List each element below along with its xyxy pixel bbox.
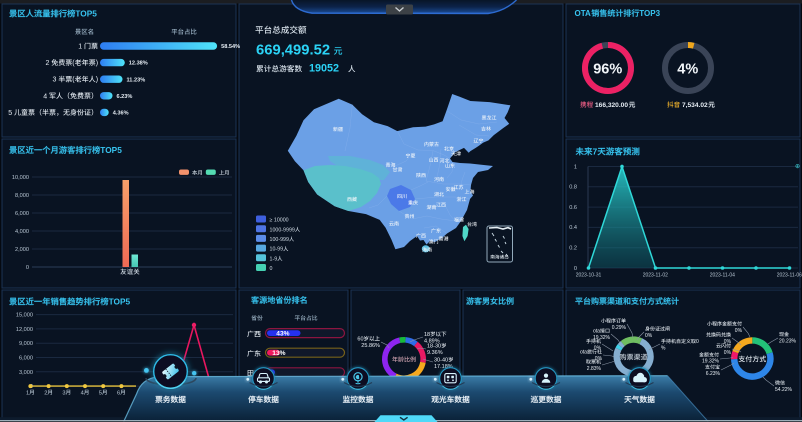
svg-text:0.29%: 0.29%	[612, 325, 627, 331]
svg-text:58.54%: 58.54%	[221, 44, 240, 50]
svg-text:0%: 0%	[645, 333, 653, 339]
svg-text:25.86%: 25.86%	[361, 343, 380, 349]
svg-text:(: (	[72, 60, 75, 67]
svg-text:4: 4	[81, 390, 84, 396]
svg-text:4%: 4%	[677, 62, 698, 78]
svg-text:1-9: 1-9	[270, 256, 278, 262]
svg-text:18: 18	[424, 332, 430, 338]
svg-text:17.18%: 17.18%	[434, 364, 453, 370]
svg-text:2,000: 2,000	[15, 247, 29, 253]
svg-text:0: 0	[696, 339, 699, 345]
svg-text:13%: 13%	[272, 350, 285, 357]
svg-text:0.6: 0.6	[569, 205, 577, 211]
svg-text:0%: 0%	[735, 328, 743, 334]
svg-text:2023-10-31: 2023-10-31	[576, 273, 602, 279]
svg-text:4: 4	[43, 93, 47, 100]
svg-text:11.23%: 11.23%	[127, 77, 146, 83]
svg-text:2023-11-06: 2023-11-06	[777, 273, 802, 279]
svg-text:3: 3	[62, 390, 65, 396]
svg-text:2.83%: 2.83%	[587, 366, 602, 372]
svg-text:12,000: 12,000	[16, 327, 33, 333]
svg-text:3: 3	[53, 77, 57, 84]
svg-text:9,000: 9,000	[19, 341, 33, 347]
svg-text:6.23%: 6.23%	[117, 94, 133, 100]
svg-text:7,534.02: 7,534.02	[682, 102, 708, 109]
svg-text:43%: 43%	[276, 331, 289, 338]
svg-text:100-999: 100-999	[270, 237, 289, 243]
svg-text:0: 0	[574, 266, 577, 272]
svg-text:0: 0	[26, 265, 29, 271]
svg-text:0%: 0%	[724, 350, 732, 356]
svg-text:19052: 19052	[309, 63, 339, 75]
svg-text:2: 2	[46, 60, 50, 67]
svg-text:2023-11-02: 2023-11-02	[643, 273, 668, 279]
svg-text:9.36%: 9.36%	[427, 350, 443, 356]
svg-text:0%: 0%	[595, 356, 603, 362]
svg-text:6.23%: 6.23%	[706, 371, 721, 377]
svg-text:19.32%: 19.32%	[702, 359, 720, 365]
svg-text:30-40: 30-40	[434, 358, 448, 364]
svg-text:2023-11-04: 2023-11-04	[710, 273, 735, 279]
svg-text:1: 1	[26, 390, 29, 396]
svg-text:⊕: ⊕	[795, 164, 800, 170]
svg-text:0: 0	[270, 266, 273, 272]
svg-text:TOP5: TOP5	[75, 9, 97, 19]
svg-text:12.38%: 12.38%	[129, 61, 148, 67]
svg-text:60: 60	[357, 337, 363, 343]
svg-text:): )	[96, 60, 98, 67]
svg-text:2: 2	[44, 390, 47, 396]
svg-text:0%: 0%	[724, 339, 732, 345]
svg-text:≥ 10000: ≥ 10000	[270, 218, 289, 224]
svg-text:5: 5	[99, 390, 102, 396]
svg-text:4,000: 4,000	[15, 229, 29, 235]
svg-text:6,000: 6,000	[15, 211, 29, 217]
svg-text:(: (	[72, 77, 75, 84]
svg-text:5: 5	[8, 110, 12, 117]
svg-text:1: 1	[574, 164, 577, 170]
svg-text:20.23%: 20.23%	[779, 339, 797, 345]
svg-text:10-99: 10-99	[270, 247, 284, 253]
svg-text:6: 6	[117, 390, 120, 396]
svg-text:TOP5: TOP5	[109, 297, 131, 307]
svg-text:96%: 96%	[593, 62, 622, 78]
svg-text:19.32%: 19.32%	[593, 335, 611, 341]
svg-text:): )	[96, 77, 98, 84]
svg-text:1: 1	[78, 44, 82, 51]
svg-text:18-30: 18-30	[427, 344, 441, 350]
svg-text:OTA: OTA	[575, 9, 592, 18]
svg-text:TOP5: TOP5	[100, 145, 122, 155]
svg-text:166,320.00: 166,320.00	[595, 102, 628, 109]
svg-text:8,000: 8,000	[15, 193, 29, 199]
svg-text:ota: ota	[580, 350, 587, 356]
svg-text:7: 7	[593, 147, 598, 157]
svg-text:54.22%: 54.22%	[775, 387, 793, 393]
svg-text:4.89%: 4.89%	[424, 339, 440, 345]
svg-text:669,499.52: 669,499.52	[256, 43, 330, 59]
svg-text:4.36%: 4.36%	[113, 111, 129, 117]
svg-text:ota: ota	[593, 329, 600, 335]
svg-text:0.2: 0.2	[569, 246, 577, 252]
svg-text:0%: 0%	[594, 346, 602, 352]
svg-text:3,000: 3,000	[19, 370, 33, 376]
svg-text:TOP3: TOP3	[639, 9, 660, 18]
svg-text:10,000: 10,000	[12, 175, 29, 181]
svg-text:1000-9999: 1000-9999	[270, 227, 295, 233]
svg-text:6,000: 6,000	[19, 356, 33, 362]
svg-text:%: %	[661, 346, 666, 352]
svg-text:0.8: 0.8	[569, 185, 577, 191]
svg-text:15,000: 15,000	[16, 313, 33, 319]
svg-text:0.4: 0.4	[569, 225, 577, 231]
